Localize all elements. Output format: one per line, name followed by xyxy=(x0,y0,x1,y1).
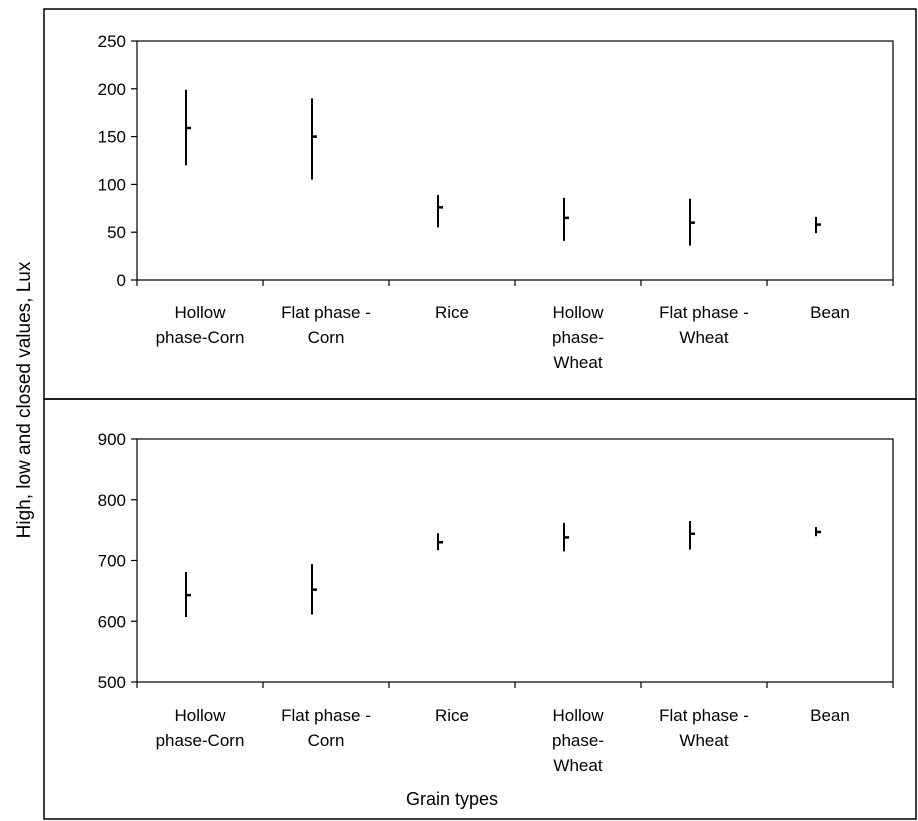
plot-area xyxy=(136,438,894,683)
bottom-panel-frame xyxy=(43,398,917,820)
x-tick-label: Corn xyxy=(308,328,345,347)
y-tick-label: 600 xyxy=(98,612,126,631)
x-tick-label: Flat phase - xyxy=(659,303,749,322)
plot-area xyxy=(136,40,894,281)
y-tick-label: 100 xyxy=(98,175,126,194)
x-axis-label: Grain types xyxy=(406,789,498,809)
x-tick-label: Hollow xyxy=(174,706,226,725)
y-tick-label: 900 xyxy=(98,430,126,449)
x-tick-label: Bean xyxy=(810,706,850,725)
y-tick-label: 200 xyxy=(98,80,126,99)
x-tick-label: Bean xyxy=(810,303,850,322)
x-tick-label: Wheat xyxy=(679,328,728,347)
x-tick-label: phase- xyxy=(552,731,604,750)
y-tick-label: 0 xyxy=(117,271,126,290)
x-tick-label: Wheat xyxy=(553,353,602,372)
x-tick-label: phase-Corn xyxy=(156,328,245,347)
x-tick-label: phase-Corn xyxy=(156,731,245,750)
x-tick-label: Flat phase - xyxy=(281,706,371,725)
x-tick-label: Flat phase - xyxy=(659,706,749,725)
x-tick-label: Wheat xyxy=(679,731,728,750)
x-tick-label: Rice xyxy=(435,303,469,322)
y-tick-label: 500 xyxy=(98,673,126,692)
x-tick-label: Rice xyxy=(435,706,469,725)
x-tick-label: Hollow xyxy=(174,303,226,322)
x-tick-label: Corn xyxy=(308,731,345,750)
y-tick-label: 150 xyxy=(98,128,126,147)
y-axis-label: High, low and closed values, Lux xyxy=(14,261,35,538)
y-tick-label: 800 xyxy=(98,491,126,510)
x-tick-label: Hollow xyxy=(552,706,604,725)
x-tick-label: Flat phase - xyxy=(281,303,371,322)
y-tick-label: 700 xyxy=(98,552,126,571)
y-tick-label: 250 xyxy=(98,32,126,51)
x-tick-label: Wheat xyxy=(553,756,602,775)
y-tick-label: 50 xyxy=(107,223,126,242)
x-tick-label: Hollow xyxy=(552,303,604,322)
x-tick-label: phase- xyxy=(552,328,604,347)
